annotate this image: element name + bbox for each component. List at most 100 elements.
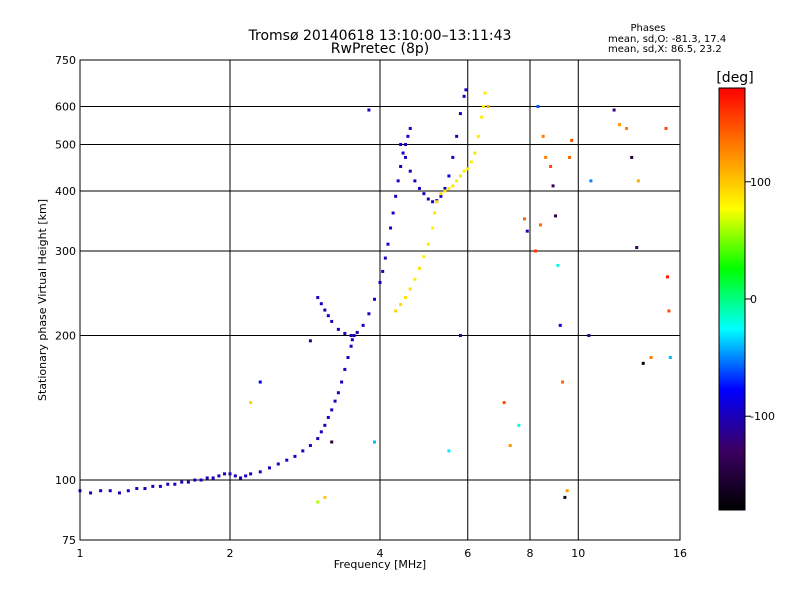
y-tick-label: 300 xyxy=(55,245,76,258)
data-point xyxy=(422,192,426,196)
colorbar xyxy=(718,87,746,511)
y-tick-label: 750 xyxy=(55,54,76,67)
data-point xyxy=(308,444,312,448)
data-point xyxy=(447,174,451,178)
data-point xyxy=(413,179,417,183)
data-point xyxy=(665,275,669,279)
data-point xyxy=(399,303,403,307)
data-point xyxy=(205,476,209,480)
x-tick-label: 10 xyxy=(571,547,585,560)
data-point xyxy=(346,355,350,359)
data-point xyxy=(451,184,455,188)
data-point xyxy=(143,487,147,491)
y-tick-label: 200 xyxy=(55,330,76,343)
data-point xyxy=(389,226,393,230)
data-point xyxy=(350,338,354,342)
data-point xyxy=(330,319,334,323)
data-point xyxy=(361,323,365,327)
data-point xyxy=(336,327,340,331)
data-point xyxy=(323,308,327,312)
data-point xyxy=(301,449,305,453)
y-tick-label: 75 xyxy=(62,534,76,547)
data-point xyxy=(228,472,232,476)
data-point xyxy=(249,472,253,476)
data-point xyxy=(99,489,103,493)
data-point xyxy=(625,126,629,130)
data-point xyxy=(173,482,177,486)
data-point xyxy=(483,91,487,95)
data-point xyxy=(367,108,371,112)
data-point xyxy=(399,164,403,168)
data-point xyxy=(417,186,421,190)
data-point xyxy=(233,474,237,478)
plot-frame xyxy=(79,59,681,541)
data-point xyxy=(316,437,320,441)
chart-title: Tromsø 20140618 13:10:00–13:11:43 xyxy=(248,28,512,44)
data-point xyxy=(336,391,340,395)
data-point xyxy=(565,489,569,493)
data-point xyxy=(373,297,377,301)
data-point xyxy=(333,399,337,403)
data-point xyxy=(340,380,344,384)
data-point xyxy=(408,126,412,130)
data-point xyxy=(426,197,430,201)
data-point xyxy=(563,495,567,499)
data-point xyxy=(462,94,466,98)
data-point xyxy=(561,380,565,384)
data-point xyxy=(108,489,112,493)
data-point xyxy=(431,200,435,204)
data-point xyxy=(343,331,347,335)
data-point xyxy=(117,491,121,495)
y-tick-label: 100 xyxy=(55,474,76,487)
data-point xyxy=(396,179,400,183)
data-point xyxy=(126,489,130,493)
data-point xyxy=(664,126,668,130)
data-point xyxy=(668,355,672,359)
data-point xyxy=(330,440,334,444)
data-point xyxy=(517,423,521,427)
data-point xyxy=(258,470,262,474)
data-point xyxy=(417,266,421,270)
data-points xyxy=(78,88,672,504)
data-point xyxy=(355,330,359,334)
grid-lines xyxy=(80,60,680,540)
data-point xyxy=(249,401,253,405)
data-point xyxy=(413,277,417,281)
data-point xyxy=(343,367,347,371)
colorbar-tick-label: 100 xyxy=(750,176,771,189)
data-point xyxy=(536,105,540,109)
x-tick-label: 8 xyxy=(527,547,534,560)
data-point xyxy=(408,169,412,173)
data-point xyxy=(589,179,593,183)
data-point xyxy=(403,143,407,147)
data-point xyxy=(464,88,468,92)
data-point xyxy=(326,314,330,318)
data-point xyxy=(567,155,571,159)
data-point xyxy=(217,474,221,478)
y-axis-label: Stationary phase Virtual Height [km] xyxy=(36,199,49,401)
data-point xyxy=(541,134,545,138)
x-axis-label: Frequency [MHz] xyxy=(334,558,426,571)
data-point xyxy=(239,476,243,480)
data-point xyxy=(435,200,439,204)
data-point xyxy=(635,246,639,250)
data-point xyxy=(553,214,557,218)
data-point xyxy=(394,309,398,313)
data-point xyxy=(352,334,356,338)
data-point xyxy=(458,334,462,338)
data-point xyxy=(667,309,671,313)
data-point xyxy=(481,105,485,109)
data-point xyxy=(539,223,543,227)
x-tick-label: 2 xyxy=(227,547,234,560)
x-tick-label: 6 xyxy=(464,547,471,560)
colorbar-tick-label: -100 xyxy=(750,410,775,423)
data-point xyxy=(330,408,334,412)
data-point xyxy=(433,211,437,215)
data-point xyxy=(439,192,443,196)
data-point xyxy=(378,280,382,284)
data-point xyxy=(135,487,139,491)
data-point xyxy=(476,134,480,138)
data-point xyxy=(455,134,459,138)
data-point xyxy=(349,334,353,338)
data-point xyxy=(618,123,622,127)
